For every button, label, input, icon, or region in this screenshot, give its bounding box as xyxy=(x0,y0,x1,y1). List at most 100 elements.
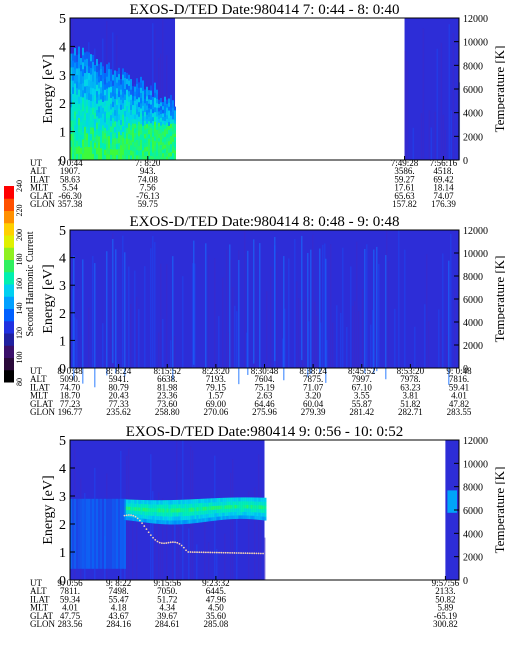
texture-column xyxy=(192,263,194,368)
spectrum-band-cell xyxy=(222,508,225,513)
spectrum-cell xyxy=(152,132,154,137)
texture-column xyxy=(122,235,124,368)
spectrum-band-cell xyxy=(172,503,175,509)
spectrum-cell xyxy=(70,113,72,121)
spectrum-band-cell xyxy=(246,504,249,509)
spectrum-cell xyxy=(86,498,88,569)
spectrum-cell xyxy=(122,498,124,569)
y-axis-label: Energy [eV] xyxy=(41,264,56,333)
spectrum-band-cell xyxy=(234,511,237,516)
spectrum-cell xyxy=(104,116,106,123)
texture-column xyxy=(130,304,132,368)
table-cell: 285.08 xyxy=(204,619,229,629)
spectrum-band-cell xyxy=(240,511,243,516)
spectrum-cell xyxy=(154,155,156,161)
spectrum-band-cell xyxy=(212,501,215,507)
texture-column xyxy=(438,309,440,368)
table-cell: 20.43 xyxy=(109,391,130,401)
temperature-point xyxy=(136,517,139,520)
spectrum-band-cell xyxy=(138,514,141,519)
spectrum-cell xyxy=(88,65,90,74)
temperature-point xyxy=(209,551,212,554)
spectrum-band-cell xyxy=(242,514,245,519)
spectrum-cell xyxy=(86,51,88,59)
spectrum-cell xyxy=(106,118,108,125)
texture-column xyxy=(160,540,162,580)
spectrum-band-cell xyxy=(200,518,203,523)
spectrum-cell xyxy=(154,121,156,127)
spectrum-cell xyxy=(120,99,122,105)
spectrum-cell xyxy=(86,85,88,93)
y2-tick-label: 8000 xyxy=(463,272,483,283)
spectrum-cell xyxy=(70,120,72,128)
texture-column xyxy=(314,301,316,368)
table-cell: 18.14 xyxy=(433,183,454,193)
spectrum-cell xyxy=(144,146,146,152)
spectrum-cell xyxy=(120,114,122,121)
table-cell: 47.75 xyxy=(60,611,81,621)
spectrum-cell xyxy=(122,97,124,104)
spectrum-cell xyxy=(112,133,114,140)
spectrum-band-cell xyxy=(160,511,163,517)
spectrum-cell xyxy=(144,142,146,148)
spectrum-cell xyxy=(132,155,134,161)
spectrum-cell xyxy=(98,81,100,89)
spectrum-band-cell xyxy=(168,516,171,521)
y2-tick-label: 6000 xyxy=(463,506,483,517)
spectrum-cell xyxy=(84,112,86,121)
spectrum-cell xyxy=(102,83,104,91)
spectrum-band-cell xyxy=(248,515,251,520)
table-cell: -66.30 xyxy=(58,191,82,201)
spectrum-streak xyxy=(253,239,255,364)
table-row-label: ILAT xyxy=(30,174,50,184)
table-cell: 35.60 xyxy=(206,611,227,621)
spectrum-streak xyxy=(364,248,366,374)
spectrum-band-cell xyxy=(154,507,157,513)
spectrum-band-cell xyxy=(158,519,161,524)
spectrum-cell xyxy=(128,80,130,86)
spectrum-cell xyxy=(78,96,80,104)
spectrum-cell xyxy=(120,154,122,161)
spectrum-band-cell xyxy=(154,519,157,524)
spectrum-cell xyxy=(144,151,146,157)
y2-tick-label: 10000 xyxy=(463,38,488,49)
spectrum-band-cell xyxy=(190,499,193,504)
spectrum-cell xyxy=(166,99,168,104)
spectrum-band-cell xyxy=(204,509,207,515)
y-tick-label: 4 xyxy=(59,252,66,267)
spectrum-band-cell xyxy=(128,499,131,504)
spectrum-band-cell xyxy=(216,512,219,517)
spectrum-cell xyxy=(72,80,74,88)
spectrum-band-cell xyxy=(224,515,227,520)
spectrum-cell xyxy=(160,156,162,161)
spectrum-band-cell xyxy=(228,511,231,516)
spectrum-cell xyxy=(152,120,154,126)
spectrum-cell xyxy=(174,146,176,151)
spectrum-band-cell xyxy=(162,508,165,513)
spectrum-band-cell xyxy=(252,511,255,516)
spectrum-band-cell xyxy=(254,501,257,506)
spectrum-cell xyxy=(90,140,92,148)
spectrum-band-cell xyxy=(136,513,139,518)
spectrum-cell xyxy=(142,85,144,91)
spectrum-cell xyxy=(164,132,166,137)
spectrum-band-cell xyxy=(254,497,257,502)
spectrum-cell xyxy=(80,83,82,91)
spectrum-cell xyxy=(138,82,140,88)
spectrum-cell xyxy=(140,92,142,99)
table-cell: 80.79 xyxy=(109,382,130,392)
spectrum-band-cell xyxy=(230,497,233,502)
spectrum-band-cell xyxy=(172,511,175,517)
texture-column xyxy=(128,266,130,368)
spectrum-cell xyxy=(170,111,172,116)
spectrum-cell xyxy=(70,153,72,161)
spectrum-cell xyxy=(126,100,128,107)
spectrum-cell xyxy=(160,97,162,103)
spectrum-band-cell xyxy=(178,511,181,517)
spectrum-streak xyxy=(205,243,207,368)
spectrum-cell xyxy=(106,64,108,71)
spectrum-cell xyxy=(96,84,98,92)
spectrum-cell xyxy=(114,87,116,94)
spectrum-cell xyxy=(126,154,128,161)
